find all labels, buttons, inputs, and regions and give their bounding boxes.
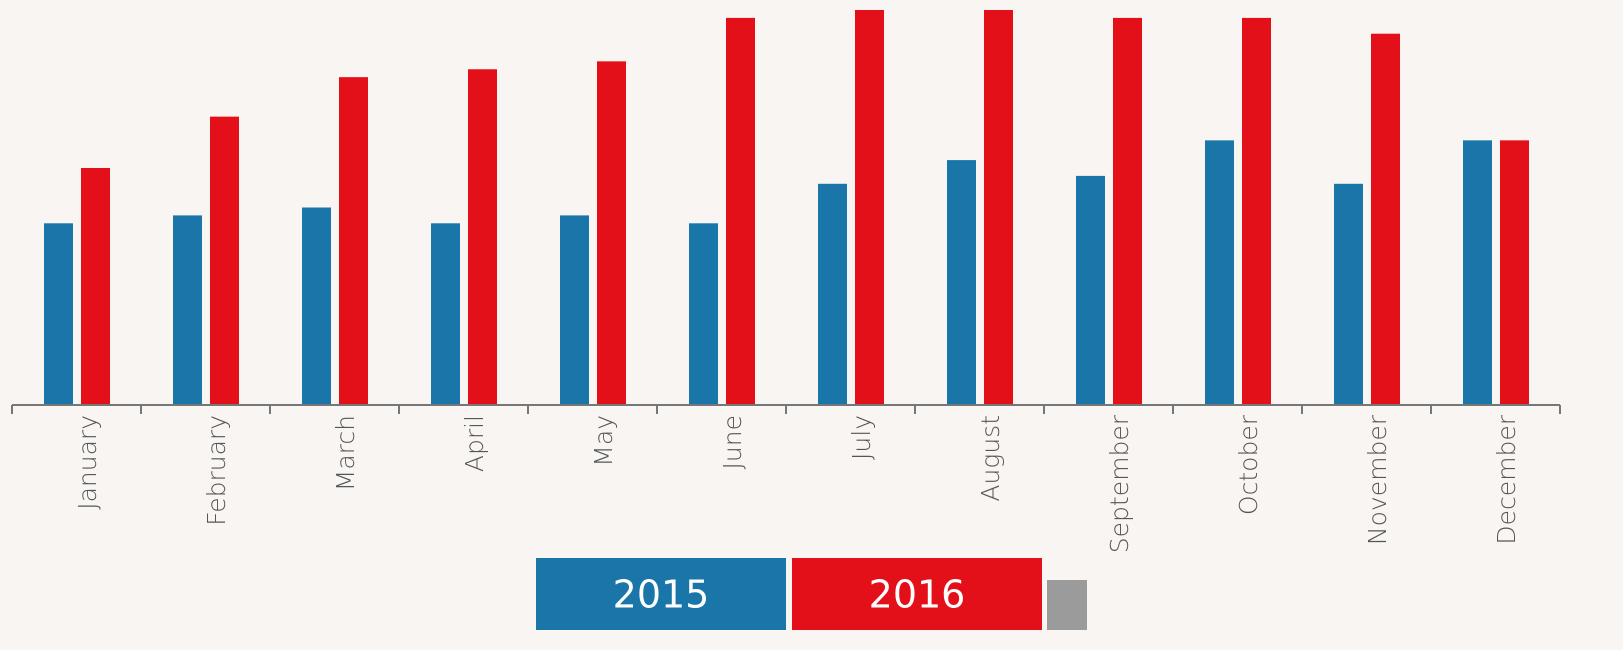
bar [44,223,73,405]
x-tick-label: November [1363,414,1392,545]
bar [1463,140,1492,405]
bar [1371,33,1400,405]
x-tick-label: May [589,415,618,467]
legend-swatch [536,558,786,630]
x-tick-label: January [73,415,102,510]
bar [339,77,368,406]
bar [302,207,331,405]
bar [210,116,239,406]
x-tick-label: July [847,415,876,460]
bar [855,10,884,405]
bar [1242,17,1271,406]
bar [431,223,460,405]
bar [984,10,1013,405]
x-tick-label: April [460,415,489,472]
x-tick-label: June [718,415,747,469]
bar [689,223,718,405]
bar [468,69,497,405]
legend-swatch [792,558,1042,630]
legend-decoration [1047,580,1087,630]
bar [81,168,110,405]
bar [818,183,847,405]
bar [1334,183,1363,405]
x-tick-label: February [202,415,231,526]
legend-label: 2015 [613,573,710,617]
x-tick-label: March [331,415,360,491]
bar [1205,140,1234,405]
bar [947,160,976,405]
bar [726,17,755,406]
x-tick-label: August [976,415,1005,502]
bar [1076,175,1105,405]
x-tick-label: December [1492,414,1521,544]
bar [560,215,589,405]
legend-label: 2016 [869,573,966,617]
x-tick-label: October [1234,414,1263,515]
bar [597,61,626,405]
bar [173,215,202,405]
bar [1113,17,1142,406]
x-tick-label: September [1105,414,1134,553]
bar [1500,140,1529,405]
